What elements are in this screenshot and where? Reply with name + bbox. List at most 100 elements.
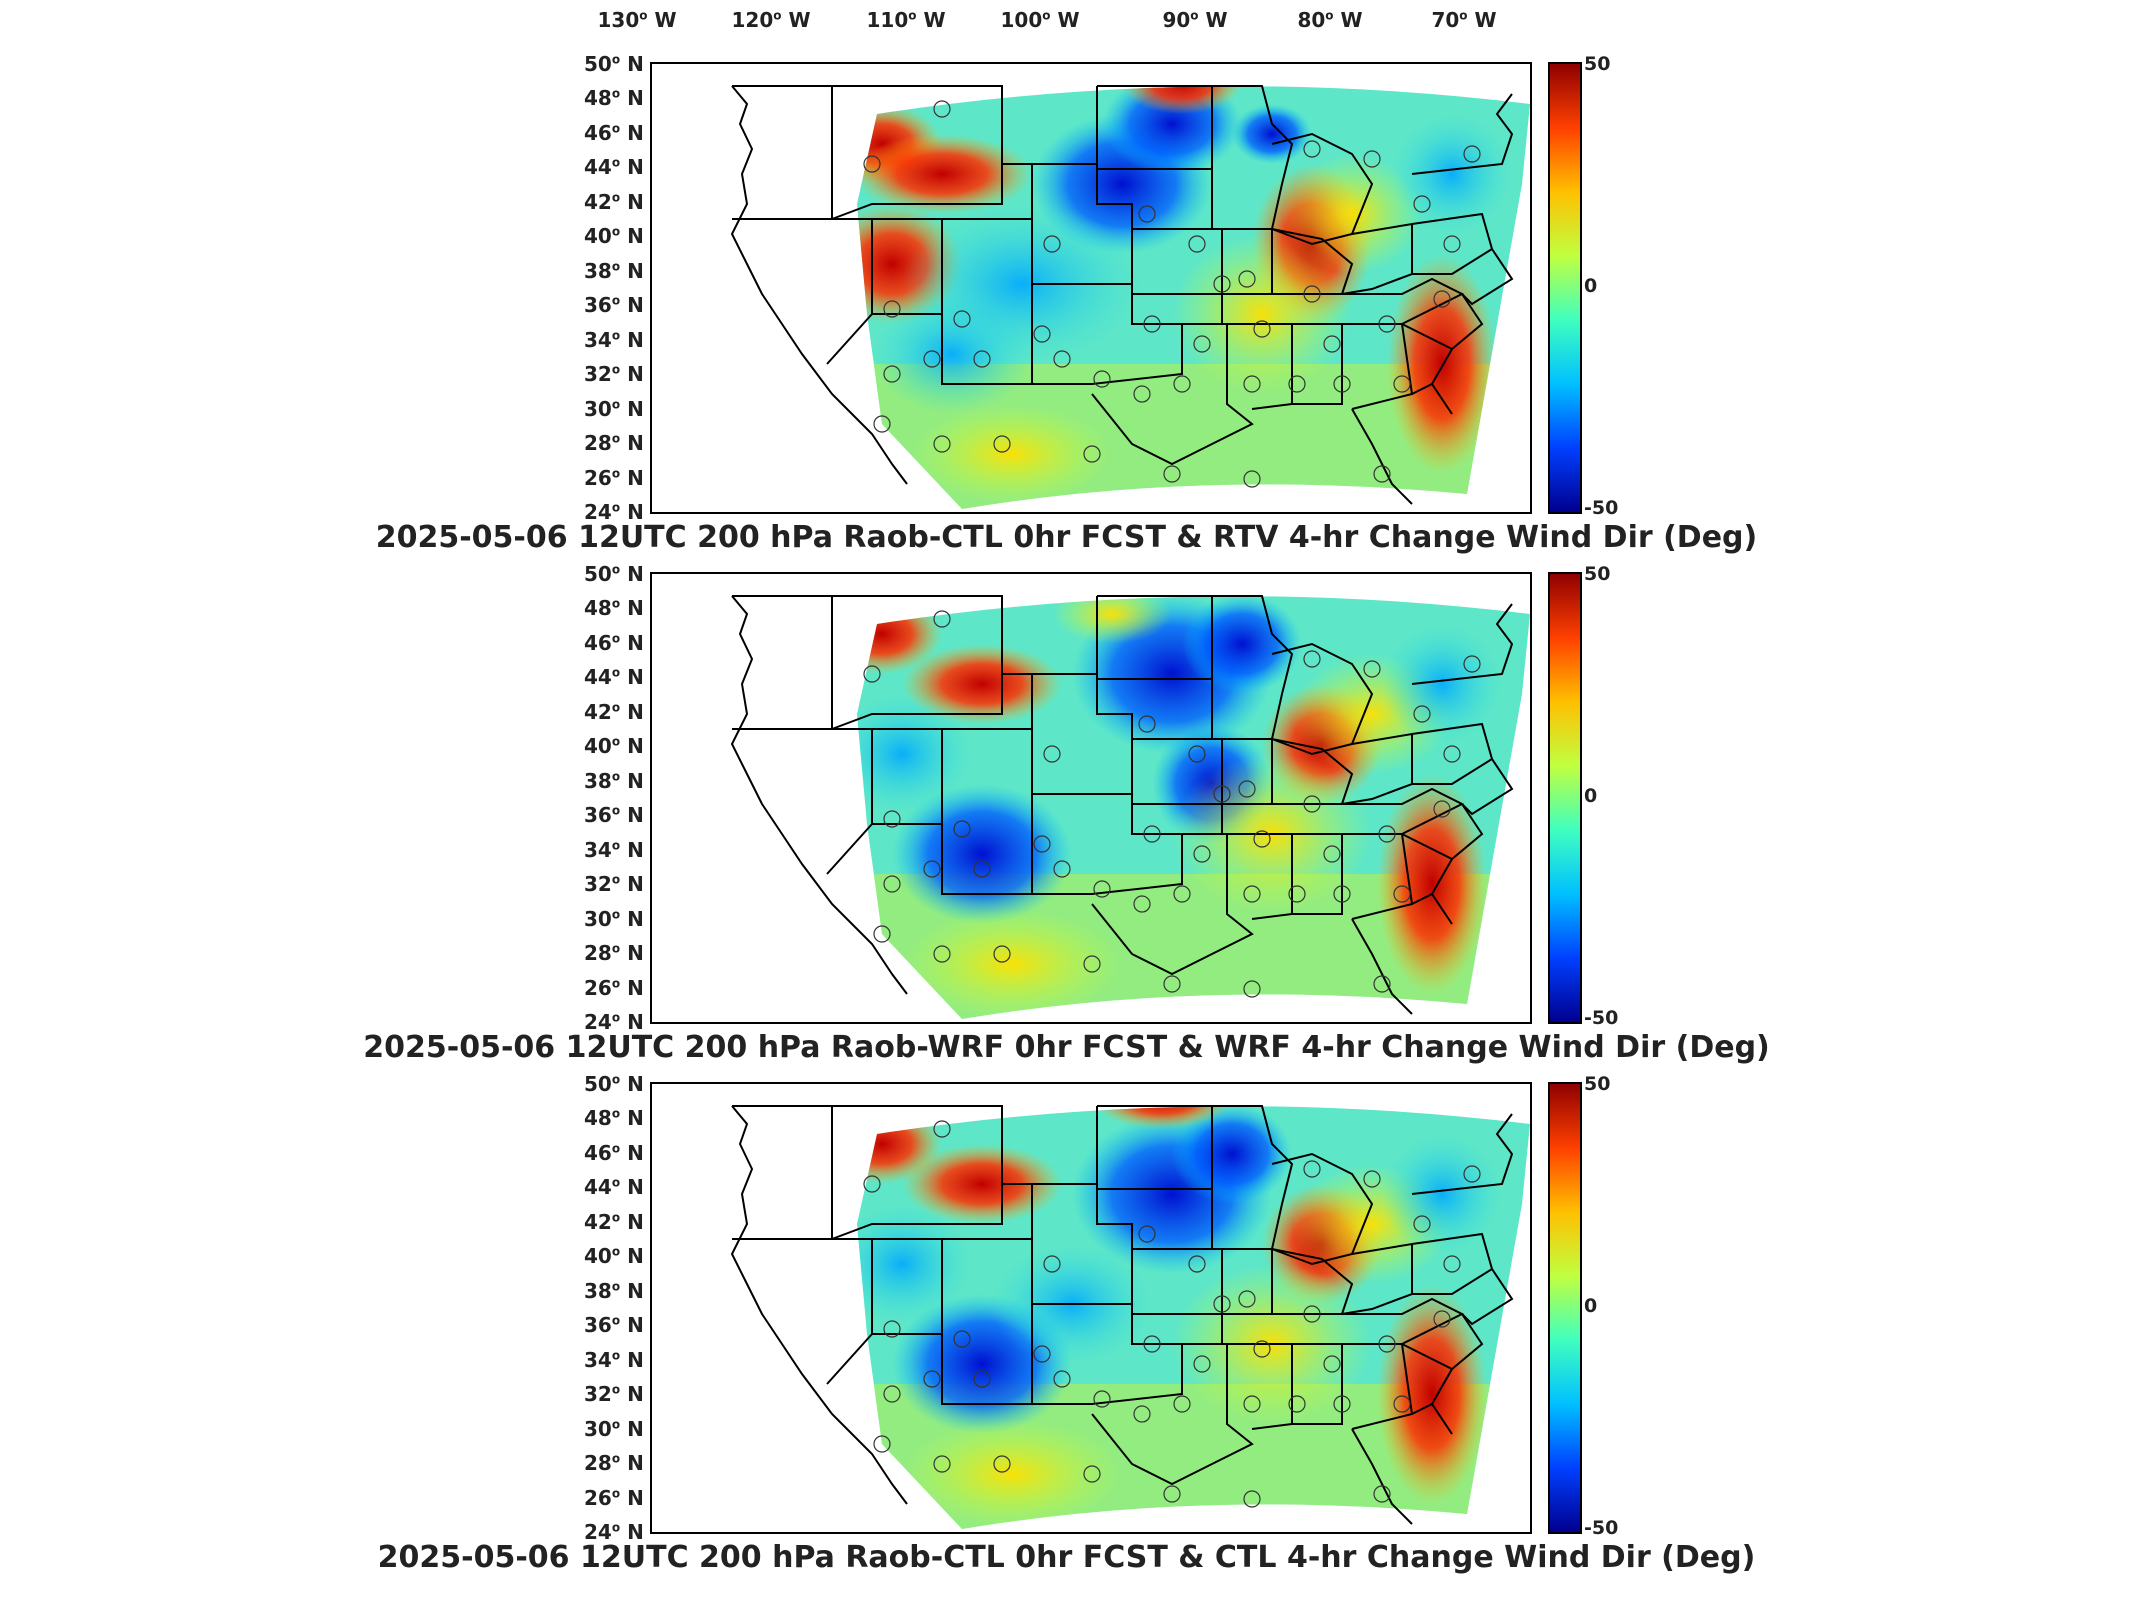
raob-site-marker — [1333, 375, 1351, 393]
map-frame — [650, 572, 1532, 1024]
colorbar-mid-label: 0 — [1584, 275, 1598, 297]
raob-site-marker — [863, 155, 881, 173]
lat-tick-label: 40o N — [584, 1244, 644, 1269]
raob-site-marker — [933, 1455, 951, 1473]
boundary-line — [1451, 1313, 1484, 1370]
boundary-line — [1351, 918, 1413, 1015]
lat-tick-label: 36o N — [584, 1313, 644, 1338]
boundary-line — [826, 218, 873, 365]
lat-tick-label: 24o N — [584, 1520, 644, 1544]
lat-tick-label: 44o N — [584, 155, 644, 180]
boundary-line — [1001, 1106, 1098, 1185]
field-anomaly — [1052, 596, 1172, 644]
map-frame — [650, 1082, 1532, 1534]
boundary-line — [1411, 1113, 1514, 1195]
raob-site-marker — [1238, 780, 1256, 798]
raob-site-marker — [1238, 1290, 1256, 1308]
raob-site-marker — [1093, 1390, 1111, 1408]
raob-sites — [863, 1120, 1481, 1508]
field-anomaly — [1377, 1284, 1487, 1504]
boundary-line — [872, 218, 943, 315]
lon-tick-label: 100o W — [1000, 8, 1080, 32]
boundary-line — [1401, 323, 1454, 395]
raob-site-marker — [883, 875, 901, 893]
raob-site-marker — [1093, 370, 1111, 388]
lat-tick-label: 36o N — [584, 803, 644, 828]
raob-site-marker — [933, 1120, 951, 1138]
raob-sites — [863, 100, 1481, 488]
wind-direction-map — [730, 85, 1530, 509]
lat-tick-label: 32o N — [584, 872, 644, 897]
raob-site-marker — [953, 1330, 971, 1348]
boundary-line — [831, 85, 1003, 220]
raob-site-marker — [1133, 895, 1151, 913]
raob-site-marker — [1303, 1305, 1321, 1323]
boundary-line — [1132, 1313, 1223, 1345]
raob-site-marker — [1053, 1370, 1071, 1388]
lat-tick-label: 28o N — [584, 941, 644, 966]
raob-site-marker — [933, 435, 951, 453]
raob-site-marker — [883, 365, 901, 383]
raob-site-marker — [1443, 1255, 1461, 1273]
raob-site-marker — [1463, 1165, 1481, 1183]
raob-site-marker — [1373, 975, 1391, 993]
raob-site-marker — [1243, 980, 1261, 998]
boundary-line — [1271, 1248, 1354, 1315]
field-anomaly — [902, 909, 1122, 1019]
raob-site-marker — [993, 1455, 1011, 1473]
boundary-line — [1431, 383, 1453, 415]
raob-site-marker — [1188, 745, 1206, 763]
lat-tick-label: 30o N — [584, 1416, 644, 1441]
raob-site-marker — [883, 1385, 901, 1403]
raob-site-marker — [1253, 320, 1271, 338]
lat-tick-label: 42o N — [584, 699, 644, 724]
lat-tick-label: 40o N — [584, 734, 644, 759]
raob-site-marker — [883, 300, 901, 318]
raob-site-marker — [1143, 1335, 1161, 1353]
lat-tick-label: 34o N — [584, 1347, 644, 1372]
lat-tick-label: 44o N — [584, 665, 644, 690]
boundary-line — [732, 1105, 833, 1240]
lat-tick-label: 38o N — [584, 1278, 644, 1303]
raob-site-marker — [1303, 650, 1321, 668]
colorbar — [1548, 62, 1582, 514]
boundary-line — [1001, 596, 1098, 675]
wind-direction-map — [730, 1105, 1530, 1529]
raob-site-marker — [1413, 1215, 1431, 1233]
field-anomaly — [902, 644, 1062, 724]
raob-site-marker — [863, 1175, 881, 1193]
field-anomaly — [902, 204, 1142, 364]
raob-site-marker — [1213, 1295, 1231, 1313]
boundary-line — [1271, 132, 1374, 246]
lat-tick-label: 40o N — [584, 224, 644, 249]
map-frame — [650, 62, 1532, 514]
boundary-line — [1271, 738, 1354, 805]
lon-tick-label: 110o W — [866, 8, 946, 32]
lat-tick-label: 36o N — [584, 293, 644, 318]
raob-site-marker — [1138, 1225, 1156, 1243]
boundary-line — [1001, 86, 1098, 165]
raob-site-marker — [1413, 195, 1431, 213]
raob-site-marker — [1378, 825, 1396, 843]
model-domain-field — [857, 596, 1530, 1019]
field-anomaly — [857, 134, 1032, 214]
boundary-line — [831, 1105, 1003, 1240]
lat-tick-label: 42o N — [584, 189, 644, 214]
raob-site-marker — [1193, 335, 1211, 353]
raob-site-marker — [883, 1320, 901, 1338]
raob-site-marker — [1243, 885, 1261, 903]
boundary-line — [730, 85, 908, 485]
raob-site-marker — [933, 945, 951, 963]
field-anomaly — [1232, 104, 1312, 164]
raob-site-marker — [923, 1370, 941, 1388]
lat-tick-label: 38o N — [584, 258, 644, 283]
wind-direction-map — [730, 595, 1530, 1019]
lat-tick-label: 26o N — [584, 465, 644, 490]
lat-tick-label: 50o N — [584, 1072, 644, 1096]
raob-sites — [863, 610, 1481, 998]
boundary-line — [826, 1238, 873, 1385]
field-anomaly — [1382, 1134, 1502, 1254]
raob-site-marker — [1033, 1345, 1051, 1363]
lat-tick-label: 26o N — [584, 1485, 644, 1510]
raob-site-marker — [1143, 825, 1161, 843]
